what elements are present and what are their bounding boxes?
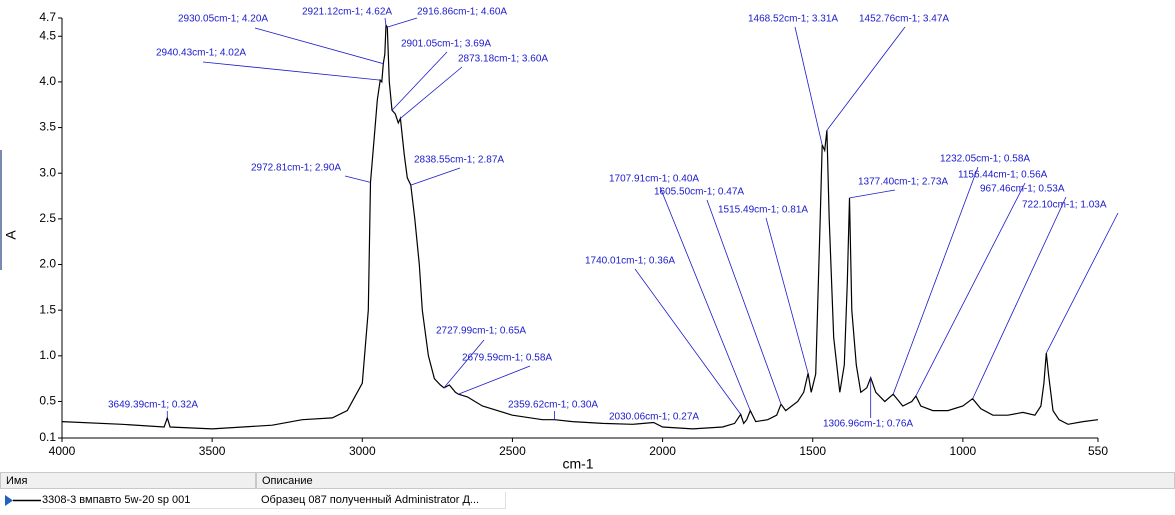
- x-tick-label: 4000: [49, 444, 76, 458]
- y-tick-label: 3.0: [39, 165, 56, 179]
- annotation-label: 1515.49cm-1; 0.81A: [718, 205, 808, 216]
- column-header[interactable]: Описание: [256, 472, 1175, 489]
- x-tick-label: 3500: [199, 444, 226, 458]
- x-tick-label: 550: [1088, 444, 1108, 458]
- x-tick-label: 2000: [649, 444, 676, 458]
- x-tick-label: 1500: [799, 444, 826, 458]
- x-axis-label: cm-1: [562, 456, 593, 472]
- annotation-label: 1232.05cm-1; 0.58A: [940, 154, 1030, 165]
- y-tick-label: 1.0: [39, 348, 56, 362]
- annotation-leader: [344, 175, 371, 183]
- annotation-leader: [1045, 212, 1119, 354]
- annotation-label: 1377.40cm-1; 2.73A: [858, 177, 948, 188]
- y-tick-label: 4.7: [39, 10, 56, 24]
- annotation-leader: [892, 166, 979, 395]
- y-tick-label: 2.0: [39, 257, 56, 271]
- annotation-leader: [915, 182, 1026, 397]
- y-tick-label: 4.0: [39, 74, 56, 88]
- y-tick-label: 2.5: [39, 211, 56, 225]
- x-tick-label: 1000: [950, 444, 977, 458]
- annotation-label: 1740.01cm-1; 0.36A: [585, 256, 675, 267]
- y-tick-label: 0.5: [39, 394, 56, 408]
- annotation-leader: [659, 186, 751, 411]
- annotation-leader: [794, 26, 823, 146]
- annotation-leader: [826, 26, 906, 131]
- annotation-label: 722.10cm-1; 1.03A: [1022, 200, 1107, 211]
- y-tick-label: 0.1: [39, 430, 56, 444]
- annotation-leader: [391, 51, 448, 111]
- annotation-label: 1605.50cm-1; 0.47A: [654, 187, 744, 198]
- annotation-label: 3649.39cm-1; 0.32A: [108, 400, 198, 411]
- annotation-label: 1452.76cm-1; 3.47A: [859, 14, 949, 25]
- annotation-label: 2679.59cm-1; 0.58A: [462, 353, 552, 364]
- annotation-label: 2921.12cm-1; 4.62A: [302, 7, 392, 18]
- annotation-label: 1468.52cm-1; 3.31A: [748, 14, 838, 25]
- annotation-label: 967.46cm-1; 0.53A: [980, 184, 1065, 195]
- annotation-label: 2838.55cm-1; 2.87A: [414, 155, 504, 166]
- annotation-leader: [765, 217, 809, 374]
- chart: cm-1 A 0.1 0.5 1.0 1.5 2.0 2.5 3.0 3.5 4.0 4.5 4.7…: [0, 7, 1119, 472]
- sample-table: Имя Описание 3308-3 вмпавто 5w-20 sp 001…: [0, 472, 1175, 515]
- annotation-leader: [410, 167, 461, 186]
- annotation-label: 2359.62cm-1; 0.30A: [508, 400, 598, 411]
- annotation-leader: [400, 66, 463, 119]
- annotation-leader: [443, 339, 485, 389]
- annotation-label: 2972.81cm-1; 2.90A: [251, 163, 341, 174]
- annotation-leader: [706, 199, 782, 405]
- annotation-label: 2916.86cm-1; 4.60A: [417, 7, 507, 18]
- row-icon: [5, 495, 41, 506]
- annotation-leader: [202, 61, 381, 81]
- y-tick-label: 1.5: [39, 302, 56, 316]
- row-name[interactable]: 3308-3 вмпавто 5w-20 sp 001: [40, 492, 256, 509]
- row-description[interactable]: Образец 087 полученный Administrator Д..…: [256, 492, 506, 509]
- annotation-leader: [384, 17, 387, 26]
- annotation-label: 1156.44cm-1; 0.56A: [958, 170, 1048, 181]
- column-header[interactable]: Имя: [0, 472, 256, 489]
- annotation-leader: [387, 17, 418, 28]
- annotation-label: 1306.96cm-1; 0.76A: [823, 419, 913, 430]
- annotation-label: 2030.06cm-1; 0.27A: [609, 412, 699, 423]
- y-tick-label: 4.5: [39, 28, 56, 42]
- annotation-leader: [849, 189, 896, 199]
- annotation-leader: [458, 365, 531, 395]
- annotation-label: 2940.43cm-1; 4.02A: [156, 48, 246, 59]
- y-tick-label: 3.5: [39, 120, 56, 134]
- y-axis-label: A: [3, 230, 19, 240]
- annotation-label: 2727.99cm-1; 0.65A: [436, 326, 526, 337]
- annotation-leader: [254, 27, 384, 65]
- annotation-label: 2873.18cm-1; 3.60A: [458, 54, 548, 65]
- annotation-leader: [634, 268, 741, 415]
- spectrum-line: [61, 23, 1099, 430]
- annotation-label: 2930.05cm-1; 4.20A: [178, 14, 268, 25]
- annotation-label: 1707.91cm-1; 0.40A: [609, 174, 699, 185]
- annotation-label: 2901.05cm-1; 3.69A: [401, 39, 491, 50]
- x-tick-label: 3000: [349, 444, 376, 458]
- annotation-leader: [972, 196, 1067, 399]
- x-tick-label: 2500: [499, 444, 526, 458]
